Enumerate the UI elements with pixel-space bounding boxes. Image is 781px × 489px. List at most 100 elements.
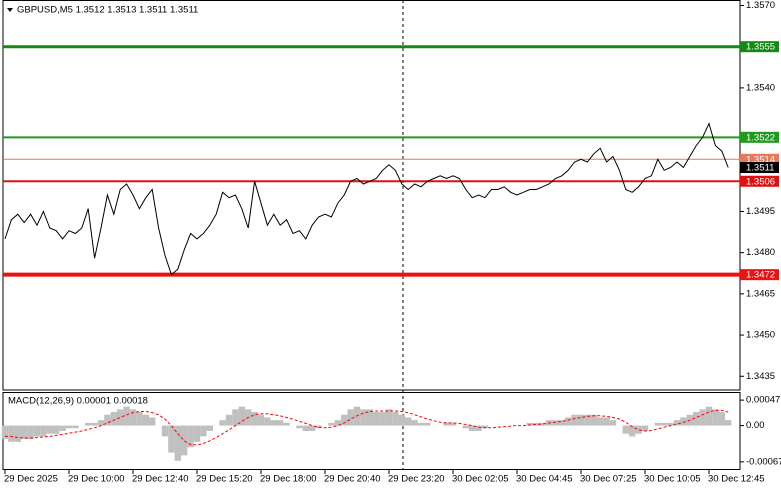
macd-histogram-bar xyxy=(725,420,732,426)
x-tick-label: 29 Dec 20:40 xyxy=(324,474,381,485)
x-tick-label: 30 Dec 07:25 xyxy=(580,474,637,485)
x-tick-label: 30 Dec 12:45 xyxy=(708,474,765,485)
macd-histogram-bar xyxy=(641,425,649,431)
macd-histogram-bar xyxy=(590,414,597,426)
chart-title: GBPUSD,M5 1.3512 1.3513 1.3511 1.3511 xyxy=(17,5,198,16)
x-tick-label: 29 Dec 15:20 xyxy=(196,474,253,485)
macd-histogram-bar xyxy=(373,412,380,426)
macd-histogram-bar xyxy=(603,417,610,426)
x-tick-label: 29 Dec 2025 xyxy=(4,474,58,485)
macd-histogram-bar xyxy=(398,414,405,426)
macd-histogram-bar xyxy=(584,414,591,426)
macd-histogram-bar xyxy=(629,425,636,437)
x-tick-label: 30 Dec 10:05 xyxy=(644,474,701,485)
macd-histogram-bar xyxy=(558,420,565,426)
series-line xyxy=(4,122,729,276)
price-level-label: 1.3506 xyxy=(746,176,775,187)
macd-histogram-bar xyxy=(347,409,354,426)
macd-histogram-bar xyxy=(622,425,629,434)
macd-histogram-bar xyxy=(635,425,642,434)
macd-histogram-bar xyxy=(315,425,322,429)
macd-histogram-bar xyxy=(392,412,399,426)
macd-histogram-bar xyxy=(571,414,578,426)
macd-histogram-bar xyxy=(187,425,194,448)
macd-title: MACD(12,26,9) 0.00001 0.00018 xyxy=(8,396,148,407)
macd-histogram-bar xyxy=(206,425,213,431)
macd-histogram-bar xyxy=(539,422,546,426)
y-tick-label: 1.3540 xyxy=(746,82,775,93)
macd-histogram-bar xyxy=(443,422,450,426)
price-level-label: 1.3555 xyxy=(746,42,775,53)
y-tick-label: 1.3450 xyxy=(746,330,775,341)
y-tick-label: 1.3480 xyxy=(746,247,775,258)
macd-histogram-bar xyxy=(309,425,316,431)
macd-histogram-bar xyxy=(14,425,21,442)
macd-histogram-bar xyxy=(705,406,713,426)
macd-histogram-bar xyxy=(270,420,277,426)
price-level-tag xyxy=(740,162,779,174)
price-level-label: 1.3511 xyxy=(746,163,774,174)
macd-histogram-bar xyxy=(366,409,373,426)
macd-histogram-bar xyxy=(110,412,117,426)
y-tick-label: 0.00 xyxy=(746,420,765,431)
macd-histogram-bar xyxy=(181,425,188,456)
macd-histogram-bar xyxy=(718,412,725,426)
macd-histogram-bar xyxy=(33,425,41,437)
price-level-tag xyxy=(740,269,779,281)
price-level-tag xyxy=(740,131,779,143)
macd-histogram-bar xyxy=(533,422,540,426)
macd-histogram-bar xyxy=(411,420,418,426)
macd-histogram-bar xyxy=(475,425,482,431)
macd-histogram-bar xyxy=(40,425,47,437)
macd-histogram-bar xyxy=(552,420,559,426)
macd-histogram-bar xyxy=(59,425,66,431)
macd-histogram-bar xyxy=(360,409,367,426)
y-tick-label: -0.00067 xyxy=(746,456,781,467)
macd-histogram-bar xyxy=(673,420,681,426)
macd-histogram-bar xyxy=(85,422,92,426)
macd-histogram-bar xyxy=(232,409,239,426)
x-tick-label: 30 Dec 02:05 xyxy=(452,474,509,485)
macd-histogram-bar xyxy=(341,414,348,426)
macd-histogram-bar xyxy=(577,414,585,426)
macd-histogram-bar xyxy=(193,425,201,442)
macd-histogram-bar xyxy=(654,422,661,426)
y-tick-label: 1.3465 xyxy=(746,288,775,299)
macd-histogram-bar xyxy=(296,425,303,429)
macd-histogram-bar xyxy=(219,420,226,426)
x-tick-label: 29 Dec 10:00 xyxy=(68,474,125,485)
macd-histogram-bar xyxy=(661,422,668,426)
macd-histogram-bar xyxy=(136,412,143,426)
macd-histogram-bar xyxy=(174,425,181,461)
macd-histogram-bar xyxy=(277,420,284,426)
macd-histogram-bar xyxy=(565,417,572,426)
macd-histogram-bar xyxy=(53,425,60,434)
main-panel-frame xyxy=(2,0,741,391)
macd-histogram-bar xyxy=(693,412,700,426)
macd-histogram-bar xyxy=(142,414,149,426)
price-level-label: 1.3472 xyxy=(746,270,775,281)
macd-histogram-bar xyxy=(91,422,98,426)
macd-histogram-bar xyxy=(283,422,290,426)
macd-histogram-bar xyxy=(712,409,719,426)
macd-histogram-bar xyxy=(257,414,265,426)
macd-histogram-bar xyxy=(417,422,425,426)
price-level-label: 1.3514 xyxy=(746,154,775,165)
title-icon xyxy=(7,8,13,12)
macd-histogram-bar xyxy=(129,409,137,426)
macd-histogram-bar xyxy=(334,420,341,426)
macd-histogram-bar xyxy=(72,425,79,429)
macd-histogram-bar xyxy=(161,425,169,437)
y-tick-label: 1.3495 xyxy=(746,206,775,217)
macd-histogram-bar xyxy=(251,412,258,426)
x-tick-label: 30 Dec 04:45 xyxy=(516,474,573,485)
macd-histogram-bar xyxy=(8,425,15,442)
macd-histogram-bar xyxy=(699,409,706,426)
macd-histogram-bar xyxy=(680,417,687,426)
macd-histogram-bar xyxy=(469,425,476,431)
macd-histogram-bar xyxy=(449,422,457,426)
macd-histogram-bar xyxy=(328,422,335,426)
macd-histogram-bar xyxy=(379,412,386,426)
price-level-tag xyxy=(740,41,779,53)
